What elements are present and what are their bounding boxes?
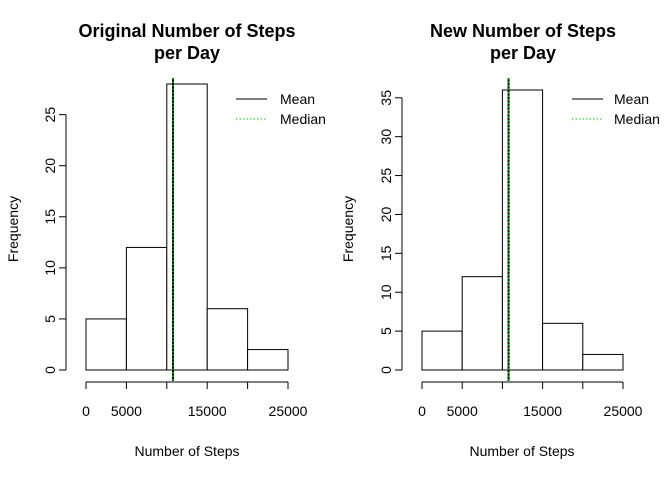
legend-label-median: Median bbox=[280, 111, 326, 127]
histogram-bar bbox=[542, 322, 584, 371]
chart-title-line-1: New Number of Steps bbox=[430, 21, 616, 41]
histogram-bar bbox=[582, 353, 624, 371]
y-tick-label: 20 bbox=[378, 206, 394, 222]
x-tick-label: 5000 bbox=[111, 403, 142, 419]
legend-label-median: Median bbox=[614, 111, 660, 127]
x-tick-label: 25000 bbox=[604, 403, 643, 419]
y-axis-label: Frequency bbox=[340, 196, 356, 262]
legend: Mean Median bbox=[572, 91, 660, 127]
x-tick-label: 15000 bbox=[188, 403, 227, 419]
histogram-bar bbox=[421, 330, 463, 371]
y-tick-label: 10 bbox=[378, 284, 394, 300]
y-tick-label: 0 bbox=[42, 366, 58, 374]
y-tick-label: 20 bbox=[42, 158, 58, 174]
y-tick-label: 25 bbox=[378, 168, 394, 184]
x-axis-label: Number of Steps bbox=[134, 443, 239, 459]
chart-title-line-1: Original Number of Steps bbox=[78, 21, 295, 41]
y-tick-label: 35 bbox=[378, 90, 394, 106]
y-tick-label: 0 bbox=[378, 366, 394, 374]
y-tick-label: 15 bbox=[378, 245, 394, 261]
legend-label-mean: Mean bbox=[280, 91, 315, 107]
x-tick-label: 15000 bbox=[523, 403, 562, 419]
x-tick-label: 0 bbox=[418, 403, 426, 419]
histogram-bar bbox=[85, 318, 127, 371]
chart-title-line-2: per Day bbox=[490, 43, 556, 63]
x-axis-label: Number of Steps bbox=[469, 443, 574, 459]
x-tick-label: 25000 bbox=[269, 403, 308, 419]
x-tick-label: 5000 bbox=[447, 403, 478, 419]
histogram-bar bbox=[206, 308, 249, 371]
histogram-bar bbox=[461, 276, 503, 371]
chart-title-line-2: per Day bbox=[154, 43, 220, 63]
histogram-bar bbox=[247, 349, 289, 371]
y-tick-label: 30 bbox=[378, 129, 394, 145]
y-tick-label: 25 bbox=[42, 107, 58, 123]
legend-label-mean: Mean bbox=[614, 91, 649, 107]
y-tick-label: 10 bbox=[42, 260, 58, 276]
y-tick-label: 15 bbox=[42, 209, 58, 225]
y-tick-label: 5 bbox=[378, 327, 394, 335]
histogram-bar bbox=[125, 246, 168, 371]
y-axis-label: Frequency bbox=[5, 196, 21, 262]
x-tick-label: 0 bbox=[82, 403, 90, 419]
y-tick-label: 5 bbox=[42, 315, 58, 323]
legend: Mean Median bbox=[236, 91, 326, 127]
